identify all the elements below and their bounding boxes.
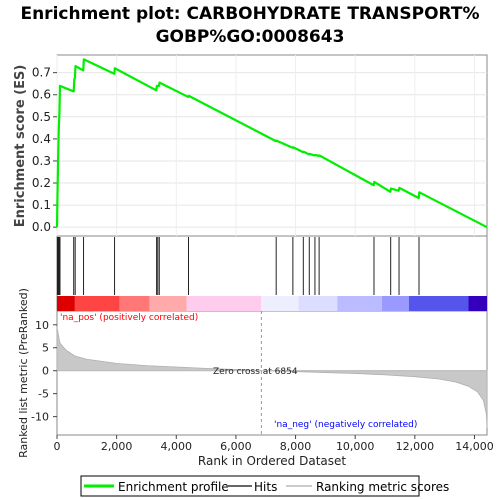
es-y-tick-label: 0.7: [32, 66, 51, 80]
neg-correlated-label: 'na_neg' (negatively correlated): [274, 420, 417, 430]
metric-y-tick-label: 10: [35, 319, 49, 332]
hits-layer: [56, 237, 420, 295]
chart-title-line-2: GOBP%GO:0008643: [156, 27, 345, 47]
ranking-bar-segment: [74, 296, 120, 311]
enrichment-profile-line: [55, 58, 488, 229]
x-tick-label: 12,000: [396, 440, 435, 453]
es-grid: [56, 55, 487, 236]
ranking-bar-segment: [382, 296, 409, 311]
metric-y-tick-label: 5: [42, 342, 49, 355]
metric-y-tick-label: 0: [42, 365, 49, 378]
ranking-bar-segment: [57, 296, 75, 311]
zero-cross-label: Zero cross at 6854: [213, 367, 298, 377]
chart-title-line-1: Enrichment plot: CARBOHYDRATE TRANSPORT%: [20, 4, 479, 24]
metric-layer: [56, 311, 488, 435]
ranking-bar-segment: [337, 296, 383, 311]
ranking-color-bar: [57, 296, 487, 311]
x-axis-label: Rank in Ordered Dataset: [198, 454, 346, 468]
ranking-bar-segment: [261, 296, 299, 311]
metric-y-axis: 10 5 0 -5 -10: [31, 319, 57, 424]
metric-y-tick-label: -5: [38, 388, 49, 401]
x-tick-label: 10,000: [336, 440, 375, 453]
x-tick-label: 0: [54, 440, 61, 453]
es-y-tick-label: 0.6: [32, 88, 51, 102]
ranking-bar-segment: [408, 296, 469, 311]
x-tick-label: 2,000: [101, 440, 133, 453]
es-y-tick-label: 0.5: [32, 110, 51, 124]
ranking-metric-area: [56, 326, 488, 429]
x-tick-label: 4,000: [161, 440, 193, 453]
ranking-bar-segment: [186, 296, 262, 311]
ranking-bar-segment: [119, 296, 150, 311]
ranking-bar-segment: [298, 296, 338, 311]
metric-y-axis-label: Ranked list metric (PreRanked): [17, 288, 30, 458]
ranking-bar-segment: [149, 296, 187, 311]
pos-correlated-label: 'na_pos' (positively correlated): [60, 313, 198, 323]
legend: Enrichment profile Hits Ranking metric s…: [80, 475, 449, 497]
legend-enrichment-label: Enrichment profile: [118, 480, 229, 494]
es-y-tick-label: 0.2: [32, 176, 51, 190]
es-line-layer: [55, 58, 488, 229]
es-y-tick-label: 0.4: [32, 132, 51, 146]
es-y-axis-label: Enrichment score (ES): [13, 65, 28, 228]
es-y-tick-label: 0.3: [32, 154, 51, 168]
legend-metric-label: Ranking metric scores: [316, 480, 449, 494]
x-axis: 0 2,000 4,000 6,000 8,000 10,000 12,000 14,000: [54, 435, 494, 453]
es-y-tick-label: 0.0: [32, 220, 51, 234]
es-y-tick-label: 0.1: [32, 198, 51, 212]
es-y-axis: 0.0 0.1 0.2 0.3 0.4 0.5 0.6 0.7: [32, 66, 57, 234]
metric-y-tick-label: -10: [31, 411, 49, 424]
ranking-bar-segment: [468, 296, 487, 311]
x-tick-label: 14,000: [455, 440, 494, 453]
legend-hits-label: Hits: [254, 480, 277, 494]
x-tick-label: 8,000: [280, 440, 312, 453]
x-tick-label: 6,000: [220, 440, 252, 453]
